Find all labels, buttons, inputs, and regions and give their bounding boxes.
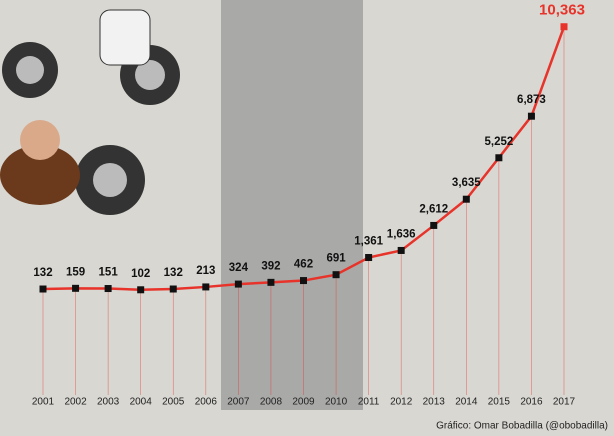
value-label: 1,636: [387, 228, 416, 240]
value-label: 102: [131, 268, 150, 280]
highlight-band: [221, 0, 363, 410]
x-tick-label: 2011: [358, 397, 380, 408]
point: [39, 285, 47, 293]
x-tick-label: 2005: [162, 397, 185, 408]
x-tick-label: 2012: [390, 397, 413, 408]
x-tick-label: 2006: [195, 397, 218, 408]
value-label: 132: [164, 267, 183, 279]
x-tick-label: 2009: [292, 397, 315, 408]
value-label: 462: [294, 259, 313, 271]
value-label: 3,635: [452, 177, 481, 189]
point: [495, 154, 503, 162]
value-label: 1,361: [354, 236, 383, 248]
value-label: 691: [326, 253, 346, 265]
point: [300, 277, 307, 285]
point: [267, 278, 275, 286]
value-label: 10,363: [539, 2, 585, 19]
x-tick-label: 2013: [423, 397, 446, 408]
value-label: 392: [261, 260, 280, 272]
credit: Gráfico: Omar Bobadilla (@obobadilla): [436, 421, 608, 432]
value-label: 324: [229, 262, 249, 274]
point: [137, 286, 145, 294]
point: [365, 254, 373, 262]
x-tick-label: 2015: [488, 397, 511, 408]
point: [202, 283, 210, 291]
point: [72, 284, 80, 292]
point: [560, 23, 568, 31]
x-tick-label: 2002: [64, 397, 87, 408]
point: [234, 280, 242, 288]
point: [527, 112, 535, 120]
point: [104, 285, 112, 293]
value-label: 6,873: [517, 94, 546, 106]
value-label: 151: [99, 267, 119, 279]
value-label: 213: [196, 265, 215, 277]
x-tick-label: 2016: [520, 397, 543, 408]
x-tick-label: 2007: [227, 397, 250, 408]
point: [332, 271, 340, 279]
x-tick-label: 2003: [97, 397, 120, 408]
point: [169, 285, 177, 293]
x-tick-label: 2001: [32, 397, 55, 408]
value-label: 5,252: [484, 136, 513, 148]
value-label: 132: [33, 267, 52, 279]
point: [462, 195, 470, 203]
value-label: 159: [66, 266, 85, 278]
value-label: 2,612: [419, 203, 448, 215]
x-tick-label: 2004: [130, 397, 153, 408]
illustration: [0, 9, 180, 215]
x-tick-label: 2008: [260, 397, 283, 408]
x-tick-label: 2017: [553, 397, 576, 408]
point: [430, 221, 438, 229]
x-tick-label: 2010: [325, 397, 348, 408]
point: [397, 246, 405, 254]
x-tick-label: 2014: [455, 397, 478, 408]
